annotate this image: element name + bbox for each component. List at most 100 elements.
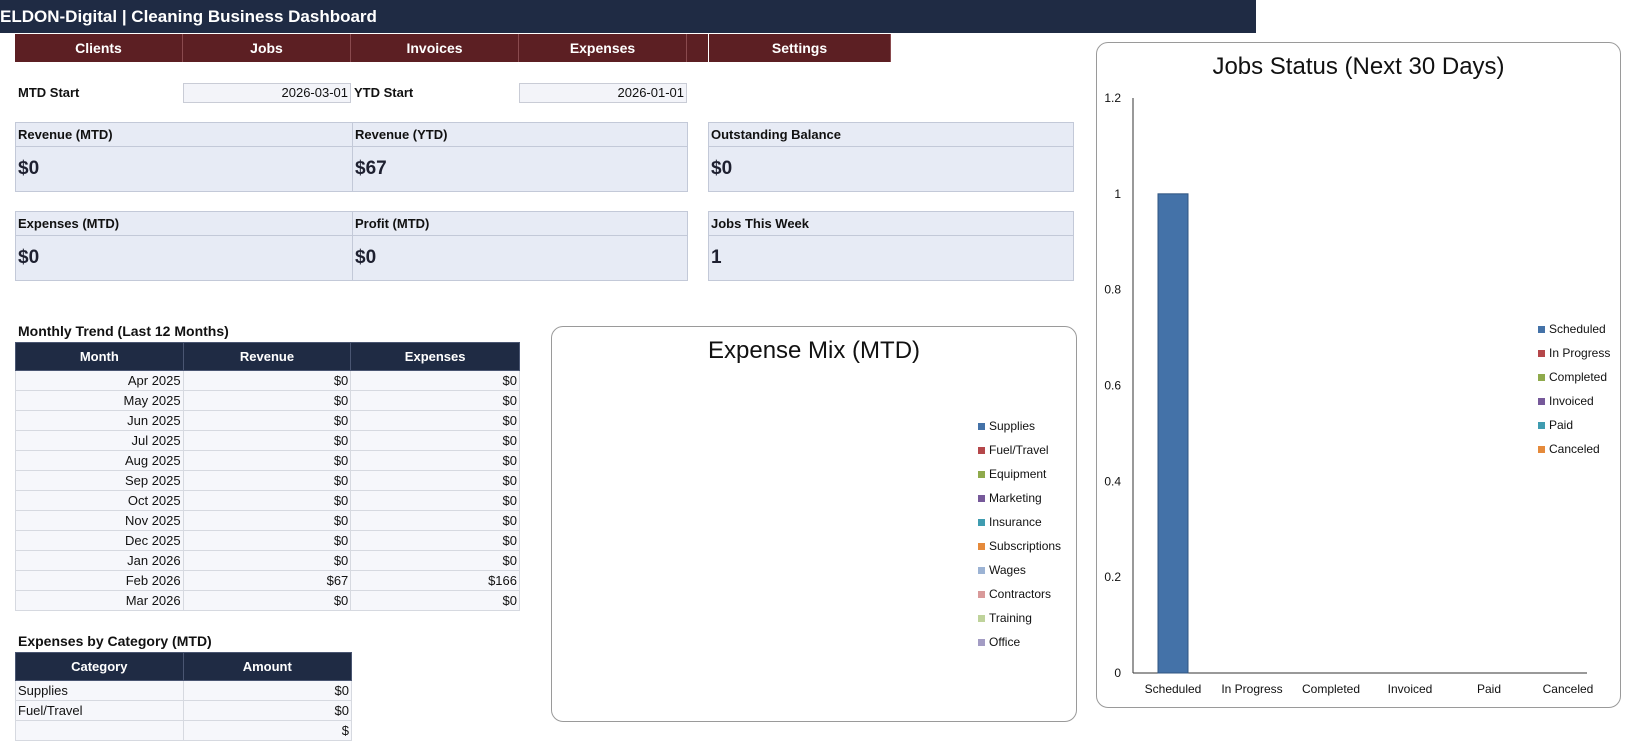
y-tick-label: 0.2 — [1104, 570, 1121, 584]
ytd-start-label: YTD Start — [354, 85, 414, 100]
category-cell: Supplies — [15, 680, 184, 701]
category-cell — [15, 720, 184, 741]
legend-label: Contractors — [989, 587, 1052, 601]
legend-swatch — [978, 470, 985, 478]
legend-label: Scheduled — [1549, 322, 1606, 336]
expenses-cell: $0 — [350, 410, 520, 431]
nav-expenses-button[interactable]: Expenses — [519, 34, 687, 62]
legend-item: Fuel/Travel — [978, 443, 1049, 457]
revenue-cell: $0 — [182, 550, 352, 571]
monthly-trend-title: Monthly Trend (Last 12 Months) — [18, 323, 229, 339]
x-tick-label: Invoiced — [1388, 682, 1433, 696]
jobs-status-plot: 0 0.2 0.4 0.6 0.8 1 1.2 Scheduled In Progress Com… — [1104, 91, 1610, 696]
legend-item: Insurance — [978, 515, 1042, 529]
amount-cell: $0 — [182, 680, 353, 701]
nav-clients-button[interactable]: Clients — [15, 34, 183, 62]
month-cell: Jul 2025 — [15, 430, 184, 451]
revenue-cell: $0 — [182, 390, 352, 411]
table-row: Mar 2026 $0 $0 — [15, 590, 520, 611]
column-header-month: Month — [15, 342, 184, 371]
legend-swatch — [978, 422, 985, 430]
legend-swatch — [978, 566, 985, 574]
expenses-category-title: Expenses by Category (MTD) — [18, 633, 212, 649]
table-row: Jun 2025 $0 $0 — [15, 410, 520, 431]
kpi-jobs-week-label: Jobs This Week — [711, 216, 810, 231]
legend-swatch — [1538, 374, 1545, 381]
month-cell: Sep 2025 — [15, 470, 184, 491]
expenses-cell: $0 — [350, 590, 520, 611]
legend-label: Canceled — [1549, 442, 1600, 456]
expenses-cell: $0 — [350, 450, 520, 471]
legend-label: Paid — [1549, 418, 1573, 432]
x-tick-label: Completed — [1302, 682, 1360, 696]
kpi-revenue-mtd-label: Revenue (MTD) — [18, 127, 113, 142]
legend-label: Completed — [1549, 370, 1607, 384]
jobs-status-chart[interactable]: Jobs Status (Next 30 Days) 0 0.2 0.4 0.6 0.8… — [1096, 42, 1621, 708]
expenses-cell: $0 — [350, 510, 520, 531]
kpi-outstanding-value: $0 — [711, 158, 733, 179]
kpi-jobs-week-card: Jobs This Week 1 — [708, 211, 1074, 281]
legend-label: Office — [989, 635, 1021, 649]
legend-swatch — [978, 638, 985, 646]
legend-swatch — [978, 614, 985, 622]
expenses-cell: $0 — [350, 550, 520, 571]
expenses-cell: $0 — [350, 490, 520, 511]
legend-label: Invoiced — [1549, 394, 1594, 408]
kpi-outstanding-card: Outstanding Balance $0 — [708, 122, 1074, 192]
kpi-profit-mtd-value: $0 — [355, 247, 377, 268]
amount-cell: $0 — [182, 700, 353, 721]
y-tick-label: 1 — [1114, 187, 1121, 201]
column-header-category: Category — [15, 652, 184, 681]
expenses-cell: $166 — [350, 570, 520, 591]
mtd-start-label: MTD Start — [18, 85, 80, 100]
legend-label: In Progress — [1549, 346, 1610, 360]
legend-label: Supplies — [989, 419, 1036, 433]
nav-spacer — [687, 34, 708, 63]
jobs-status-title: Jobs Status (Next 30 Days) — [1212, 53, 1505, 80]
ytd-start-input[interactable]: 2026-01-01 — [519, 83, 687, 103]
legend-item: Training — [978, 611, 1032, 625]
table-row: Jul 2025 $0 $0 — [15, 430, 520, 451]
nav-jobs-button[interactable]: Jobs — [183, 34, 351, 62]
month-cell: May 2025 — [15, 390, 184, 411]
expenses-category-table: Category Amount Supplies $0 Fuel/Travel $0 $ — [15, 652, 353, 741]
amount-cell: $ — [182, 720, 353, 741]
category-cell: Fuel/Travel — [15, 700, 184, 721]
month-cell: Feb 2026 — [15, 570, 184, 591]
legend-swatch — [978, 494, 985, 502]
legend-swatch — [978, 590, 985, 598]
legend-swatch — [1538, 446, 1545, 453]
expenses-cell: $0 — [350, 530, 520, 551]
legend-swatch — [978, 542, 985, 550]
nav-settings-button[interactable]: Settings — [709, 34, 891, 62]
revenue-cell: $0 — [182, 530, 352, 551]
revenue-cell: $67 — [182, 570, 352, 591]
app-title: ELDON-Digital | Cleaning Business Dashbo… — [0, 7, 377, 26]
legend-swatch — [1538, 326, 1545, 333]
table-row: $ — [15, 720, 353, 741]
legend-swatch — [1538, 422, 1545, 429]
legend-label: Fuel/Travel — [989, 443, 1049, 457]
legend-label: Marketing — [989, 491, 1042, 505]
y-tick-label: 0.8 — [1104, 283, 1121, 297]
legend-label: Subscriptions — [989, 539, 1062, 553]
table-row: Nov 2025 $0 $0 — [15, 510, 520, 531]
month-cell: Oct 2025 — [15, 490, 184, 511]
nav-invoices-button[interactable]: Invoices — [351, 34, 519, 62]
legend-label: Insurance — [989, 515, 1042, 529]
kpi-jobs-week-value: 1 — [711, 247, 722, 268]
legend-item: Subscriptions — [978, 539, 1061, 553]
month-cell: Jun 2025 — [15, 410, 184, 431]
revenue-cell: $0 — [182, 410, 352, 431]
legend-swatch — [1538, 350, 1545, 357]
x-tick-label: Canceled — [1543, 682, 1594, 696]
legend-item: Office — [978, 635, 1020, 649]
kpi-group-revenue: Revenue (MTD) $0 Revenue (YTD) $67 — [15, 122, 688, 192]
column-header-expenses: Expenses — [350, 342, 520, 371]
monthly-trend-table: Month Revenue Expenses Apr 2025 $0 $0 May 2… — [15, 342, 520, 611]
mtd-start-input[interactable]: 2026-03-01 — [183, 83, 351, 103]
x-tick-label: In Progress — [1221, 682, 1282, 696]
expense-mix-chart[interactable]: Expense Mix (MTD) Supplies Fuel/Travel Equ… — [551, 326, 1077, 722]
table-row: Dec 2025 $0 $0 — [15, 530, 520, 551]
revenue-cell: $0 — [182, 490, 352, 511]
